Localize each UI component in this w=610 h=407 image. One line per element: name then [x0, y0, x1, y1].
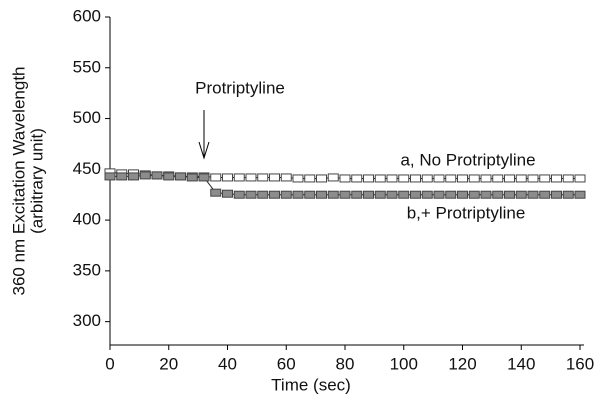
- annotation-arrowhead: [198, 141, 210, 160]
- marker: [351, 174, 363, 183]
- x-tick-label: 100: [390, 354, 418, 373]
- marker: [304, 174, 316, 183]
- marker: [551, 174, 562, 183]
- marker: [410, 190, 421, 199]
- x-tick-label: 140: [507, 354, 535, 373]
- marker: [468, 190, 480, 199]
- y-tick-label: 350: [73, 260, 101, 279]
- marker: [339, 174, 351, 183]
- marker: [269, 173, 280, 182]
- marker: [433, 190, 445, 199]
- y-tick-label: 550: [73, 57, 101, 76]
- marker: [386, 190, 398, 199]
- marker: [163, 172, 175, 181]
- marker: [515, 174, 527, 183]
- marker: [175, 172, 186, 181]
- marker: [198, 173, 210, 182]
- y-axis-label: (arbitrary unit): [27, 128, 46, 234]
- marker: [398, 190, 410, 199]
- marker: [480, 190, 492, 199]
- marker: [374, 174, 386, 183]
- marker: [410, 174, 421, 183]
- x-tick-label: 60: [277, 354, 296, 373]
- marker: [116, 172, 128, 181]
- marker: [527, 174, 539, 183]
- y-tick-label: 400: [73, 210, 101, 229]
- marker: [327, 173, 339, 182]
- marker: [151, 171, 163, 180]
- marker: [363, 190, 374, 199]
- marker: [186, 173, 198, 182]
- marker: [316, 190, 327, 199]
- marker: [222, 189, 233, 198]
- series-label: a, No Protriptyline: [400, 150, 535, 169]
- marker: [492, 174, 504, 183]
- marker: [574, 190, 586, 199]
- marker: [562, 174, 574, 183]
- x-tick-label: 0: [105, 354, 114, 373]
- marker: [398, 174, 410, 183]
- marker: [339, 190, 351, 199]
- marker: [292, 190, 304, 199]
- marker: [527, 190, 539, 199]
- y-tick-label: 450: [73, 159, 101, 178]
- marker: [515, 190, 527, 199]
- marker: [374, 190, 386, 199]
- marker: [245, 173, 257, 182]
- x-tick-label: 40: [218, 354, 237, 373]
- marker: [233, 173, 245, 182]
- x-tick-label: 20: [159, 354, 178, 373]
- marker: [128, 172, 139, 181]
- marker: [445, 174, 457, 183]
- marker: [551, 190, 562, 199]
- marker: [421, 174, 433, 183]
- x-tick-label: 120: [448, 354, 476, 373]
- marker: [292, 174, 304, 183]
- marker: [139, 171, 151, 180]
- marker: [222, 173, 233, 182]
- marker: [457, 190, 468, 199]
- marker: [327, 190, 339, 199]
- marker: [492, 190, 504, 199]
- marker: [210, 173, 222, 182]
- marker: [457, 174, 468, 183]
- y-tick-label: 300: [73, 311, 101, 330]
- marker: [433, 174, 445, 183]
- marker: [480, 174, 492, 183]
- x-tick-label: 160: [566, 354, 594, 373]
- marker: [562, 190, 574, 199]
- marker: [539, 174, 551, 183]
- marker: [351, 190, 363, 199]
- marker: [504, 174, 515, 183]
- marker: [104, 172, 116, 181]
- marker: [304, 190, 316, 199]
- annotation: Protriptyline: [195, 78, 285, 97]
- marker: [210, 188, 222, 197]
- marker: [257, 173, 269, 182]
- marker: [280, 173, 292, 182]
- series-label: b,+ Protriptyline: [407, 203, 526, 222]
- marker: [280, 190, 292, 199]
- x-axis-label: Time (sec): [271, 375, 351, 394]
- marker: [386, 174, 398, 183]
- marker: [504, 190, 515, 199]
- y-axis-label: 360 nm Excitation Wavelength: [9, 67, 28, 296]
- y-tick-label: 500: [73, 108, 101, 127]
- marker: [445, 190, 457, 199]
- marker: [269, 190, 280, 199]
- marker: [245, 190, 257, 199]
- x-tick-label: 80: [336, 354, 355, 373]
- marker: [316, 174, 327, 183]
- marker: [363, 174, 374, 183]
- marker: [257, 190, 269, 199]
- marker: [574, 174, 586, 183]
- marker: [233, 190, 245, 199]
- marker: [421, 190, 433, 199]
- y-tick-label: 600: [73, 6, 101, 25]
- marker: [468, 174, 480, 183]
- marker: [539, 190, 551, 199]
